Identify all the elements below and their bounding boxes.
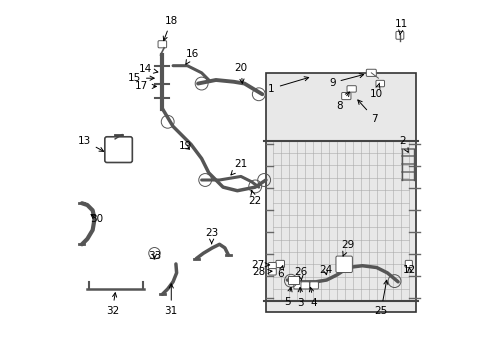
Text: 3: 3	[297, 287, 304, 308]
FancyBboxPatch shape	[405, 260, 411, 267]
Text: 1: 1	[268, 77, 308, 94]
Text: 9: 9	[328, 73, 363, 88]
Text: 11: 11	[394, 19, 407, 35]
Text: 8: 8	[335, 92, 349, 111]
Text: 18: 18	[163, 16, 178, 41]
FancyBboxPatch shape	[268, 269, 276, 275]
FancyBboxPatch shape	[275, 260, 284, 267]
Text: 24: 24	[318, 265, 331, 275]
Text: 12: 12	[402, 265, 415, 275]
Text: 13: 13	[78, 136, 103, 151]
FancyBboxPatch shape	[309, 282, 318, 289]
Text: 20: 20	[234, 63, 247, 83]
FancyBboxPatch shape	[265, 73, 415, 312]
Text: 4: 4	[309, 287, 317, 308]
Text: 15: 15	[127, 73, 154, 83]
Text: 21: 21	[230, 159, 247, 175]
Text: 19: 19	[179, 141, 192, 152]
Text: 16: 16	[185, 49, 199, 64]
Text: 2: 2	[398, 136, 407, 152]
Text: 30: 30	[89, 213, 102, 224]
FancyBboxPatch shape	[375, 80, 384, 87]
Text: 27: 27	[250, 260, 269, 270]
FancyBboxPatch shape	[268, 262, 276, 269]
FancyBboxPatch shape	[293, 282, 302, 289]
FancyBboxPatch shape	[104, 137, 132, 162]
Text: 7: 7	[357, 100, 377, 123]
Text: 23: 23	[204, 228, 218, 244]
Text: 14: 14	[138, 64, 158, 74]
FancyBboxPatch shape	[335, 256, 352, 273]
Text: 25: 25	[374, 280, 387, 316]
FancyBboxPatch shape	[366, 69, 376, 76]
Text: 28: 28	[251, 267, 271, 277]
Text: 6: 6	[276, 266, 283, 279]
Text: 32: 32	[105, 293, 119, 316]
Text: 10: 10	[369, 83, 382, 99]
Text: 33: 33	[147, 251, 161, 261]
Text: 22: 22	[247, 190, 261, 206]
Text: 17: 17	[135, 81, 156, 91]
Text: 29: 29	[340, 240, 353, 256]
FancyBboxPatch shape	[341, 93, 350, 100]
FancyBboxPatch shape	[346, 86, 356, 92]
Bar	[287, 276, 298, 284]
FancyBboxPatch shape	[300, 282, 309, 289]
FancyBboxPatch shape	[158, 41, 166, 48]
Text: 5: 5	[284, 287, 291, 307]
Text: 31: 31	[164, 284, 178, 316]
Text: 26: 26	[293, 267, 306, 280]
FancyBboxPatch shape	[395, 31, 403, 39]
